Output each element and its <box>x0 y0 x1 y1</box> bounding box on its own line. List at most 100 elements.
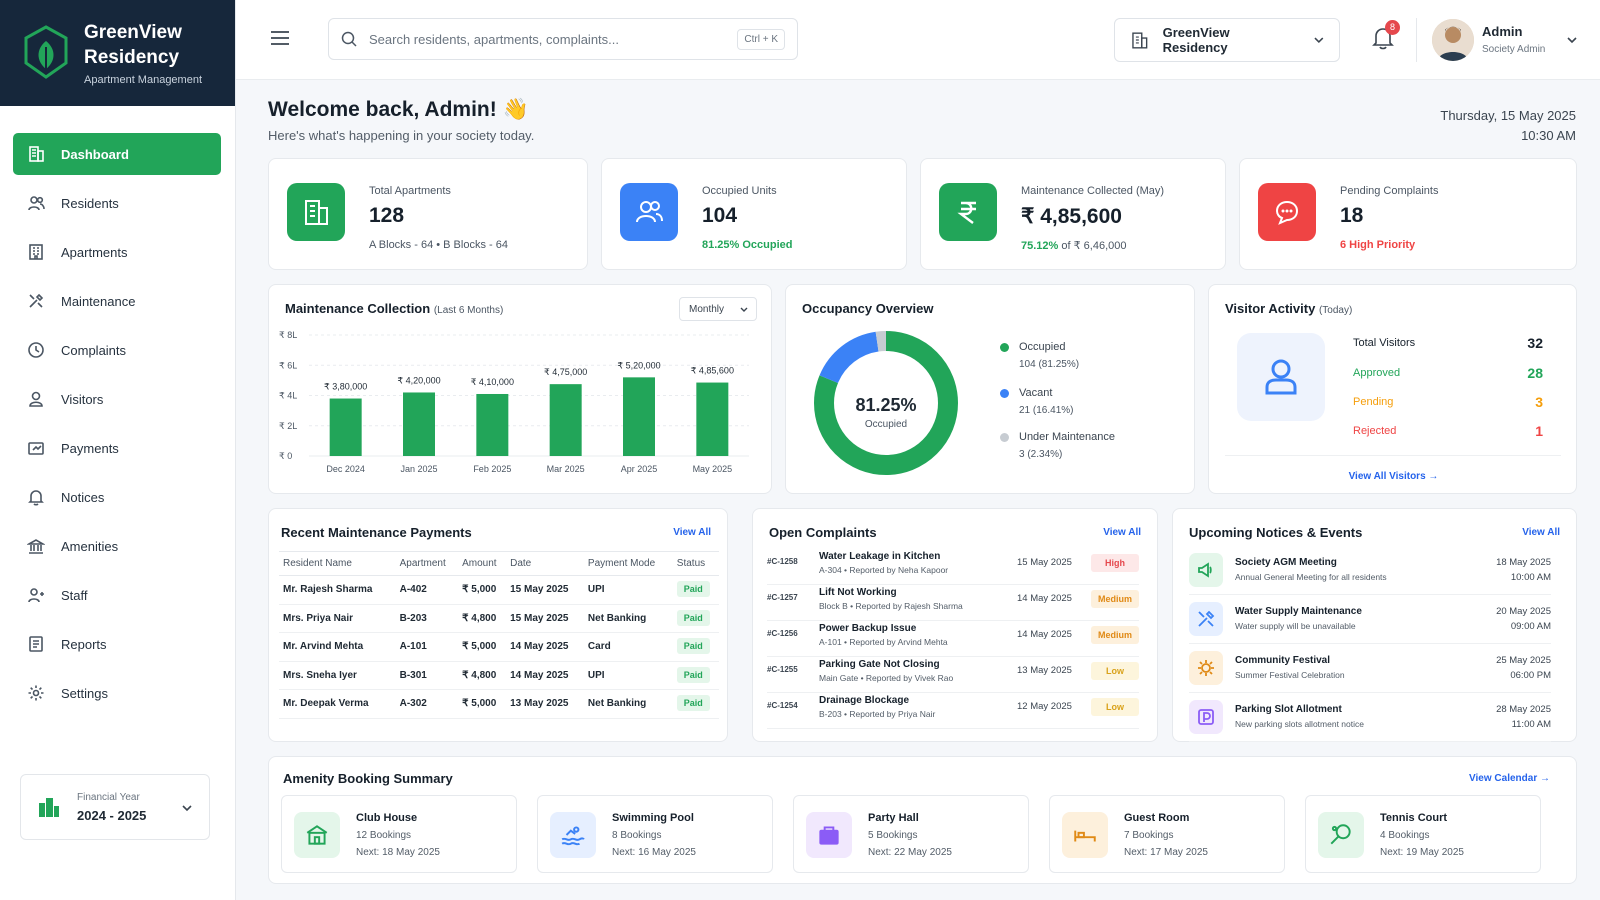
parking-icon <box>1189 700 1223 734</box>
divider <box>1416 18 1417 62</box>
table-row[interactable]: Mr. Arvind Mehta A-101 ₹ 5,000 14 May 2025 C… <box>279 632 719 662</box>
notices-view-all-link[interactable]: View All <box>1522 527 1560 538</box>
sidebar-item-complaints[interactable]: Complaints <box>13 329 221 371</box>
tools-icon <box>1189 602 1223 636</box>
amenity-tennis-court[interactable]: Tennis Court 4 Bookings Next: 19 May 2025 <box>1305 795 1541 873</box>
list-item[interactable]: Water Supply Maintenance Water supply wil… <box>1189 594 1551 644</box>
stat-card-pending-complaints[interactable]: Pending Complaints 18 6 High Priority <box>1239 158 1577 270</box>
table-cell: 14 May 2025 <box>506 632 584 662</box>
table-row[interactable]: Mr. Deepak Verma A-302 ₹ 5,000 13 May 2025 N… <box>279 689 719 719</box>
amenity-next: Next: 17 May 2025 <box>1124 847 1208 858</box>
brand-header[interactable]: GreenView Residency Apartment Management <box>0 0 235 106</box>
sidebar-item-dashboard[interactable]: Dashboard <box>13 133 221 175</box>
sidebar-item-notices[interactable]: Notices <box>13 476 221 518</box>
amenity-guest-room[interactable]: Guest Room 7 Bookings Next: 17 May 2025 <box>1049 795 1285 873</box>
brand-title-2: Residency <box>84 47 180 68</box>
table-row[interactable]: Mrs. Priya Nair B-203 ₹ 4,800 15 May 2025 Ne… <box>279 604 719 633</box>
period-select[interactable]: Monthly <box>679 297 757 321</box>
amenity-party-hall[interactable]: Party Hall 5 Bookings Next: 22 May 2025 <box>793 795 1029 873</box>
bar-mar-2025[interactable] <box>549 384 582 456</box>
x-tick-label: Mar 2025 <box>547 464 585 474</box>
megaphone-icon <box>1189 553 1223 587</box>
status-badge: Paid <box>676 638 710 655</box>
table-cell: Paid <box>672 575 719 605</box>
amenity-name: Club House <box>356 812 418 824</box>
notice-date: 25 May 2025 <box>1496 655 1551 666</box>
x-tick-label: Dec 2024 <box>326 464 365 474</box>
sidebar-item-residents[interactable]: Residents <box>13 182 221 224</box>
bar-apr-2025[interactable] <box>623 377 655 456</box>
notice-sub: Summer Festival Celebration <box>1235 670 1345 680</box>
sidebar-item-visitors[interactable]: Visitors <box>13 378 221 420</box>
col-mode: Payment Mode <box>583 551 673 576</box>
notice-sub: Annual General Meeting for all residents <box>1235 572 1387 582</box>
card-title: Maintenance Collection (Last 6 Months) <box>285 301 503 316</box>
notice-sub: New parking slots allotment notice <box>1235 719 1364 729</box>
hamburger-menu-icon[interactable] <box>270 30 290 46</box>
amenity-booking-card: Amenity Booking Summary View Calendar → … <box>268 756 1577 884</box>
stat-value: ₹ 4,85,600 <box>1021 205 1122 228</box>
sidebar-item-amenities[interactable]: Amenities <box>13 525 221 567</box>
sidebar-item-staff[interactable]: Staff <box>13 574 221 616</box>
city-icon <box>39 798 59 817</box>
list-item[interactable]: Community Festival Summer Festival Celebr… <box>1189 643 1551 693</box>
complaint-id: #C-1254 <box>767 701 798 710</box>
page-title: Welcome back, Admin! 👋 <box>268 98 529 121</box>
visitor-row-rejected: Rejected 1 <box>1353 423 1543 439</box>
payments-view-all-link[interactable]: View All <box>673 527 711 538</box>
brand-subtitle: Apartment Management <box>84 74 203 86</box>
brand-title-1: GreenView <box>84 22 182 43</box>
period-select-value: Monthly <box>689 304 725 315</box>
stat-title: Pending Complaints <box>1340 185 1439 197</box>
stat-card-total-apartments[interactable]: Total Apartments 128 A Blocks - 64 • B B… <box>268 158 588 270</box>
view-calendar-link[interactable]: View Calendar → <box>1469 773 1550 784</box>
sidebar-item-apartments[interactable]: Apartments <box>13 231 221 273</box>
sidebar-item-maintenance[interactable]: Maintenance <box>13 280 221 322</box>
sidebar-item-label: Settings <box>61 685 108 701</box>
bar-jan-2025[interactable] <box>403 392 435 456</box>
donut-slice-under-maintenance[interactable] <box>814 331 958 475</box>
complaint-sub: B-203 • Reported by Priya Nair <box>819 709 936 719</box>
list-item[interactable]: Parking Slot Allotment New parking slots … <box>1189 692 1551 742</box>
list-item[interactable]: #C-1258 Water Leakage in Kitchen A-304 • R… <box>767 549 1139 585</box>
visitor-count: 3 <box>1535 394 1543 410</box>
table-row[interactable]: Mr. Rajesh Sharma A-402 ₹ 5,000 15 May 2025… <box>279 575 719 605</box>
sidebar-item-settings[interactable]: Settings <box>13 672 221 714</box>
table-cell: A-402 <box>395 575 459 605</box>
bar-value-label: ₹ 4,10,000 <box>471 377 514 387</box>
list-item[interactable]: #C-1254 Drainage Blockage B-203 • Reported… <box>767 693 1139 729</box>
complaint-sub: Block B • Reported by Rajesh Sharma <box>819 601 963 611</box>
search-input[interactable]: Search residents, apartments, complaints… <box>328 18 798 60</box>
stat-card-occupied-units[interactable]: Occupied Units 104 81.25% Occupied <box>601 158 907 270</box>
notification-bell-icon[interactable] <box>1372 26 1394 50</box>
chevron-down-icon[interactable] <box>1566 34 1578 46</box>
bar-dec-2024[interactable] <box>329 398 362 456</box>
bar-may-2025[interactable] <box>696 382 729 456</box>
table-cell: ₹ 5,000 <box>458 575 507 605</box>
clock-icon <box>28 342 44 358</box>
pool-icon <box>550 812 596 858</box>
list-item[interactable]: #C-1257 Lift Not Working Block B • Reporte… <box>767 585 1139 621</box>
amenity-swimming-pool[interactable]: Swimming Pool 8 Bookings Next: 16 May 2025 <box>537 795 773 873</box>
list-item[interactable]: Society AGM Meeting Annual General Meetin… <box>1189 545 1551 595</box>
list-item[interactable]: #C-1256 Power Backup Issue A-101 • Reporte… <box>767 621 1139 657</box>
complaints-view-all-link[interactable]: View All <box>1103 527 1141 538</box>
visitor-label: Total Visitors <box>1353 337 1416 349</box>
complaint-date: 12 May 2025 <box>1017 701 1072 712</box>
avatar[interactable] <box>1432 19 1474 61</box>
visitor-count: 28 <box>1527 365 1543 381</box>
property-select[interactable]: GreenView Residency <box>1114 18 1340 62</box>
notice-date: 18 May 2025 <box>1496 557 1551 568</box>
amenity-club-house[interactable]: Club House 12 Bookings Next: 18 May 2025 <box>281 795 517 873</box>
view-all-visitors-link[interactable]: View All Visitors → <box>1348 471 1439 482</box>
table-row[interactable]: Mrs. Sneha Iyer B-301 ₹ 4,800 14 May 2025 UP… <box>279 661 719 690</box>
list-item[interactable]: #C-1255 Parking Gate Not Closing Main Gate… <box>767 657 1139 693</box>
stat-card-maintenance-collected[interactable]: Maintenance Collected (May) ₹ 4,85,600 7… <box>920 158 1226 270</box>
table-cell: A-302 <box>395 689 459 719</box>
sidebar-item-payments[interactable]: Payments <box>13 427 221 469</box>
bar-feb-2025[interactable] <box>476 393 509 456</box>
legend-detail: 21 (16.41%) <box>1019 405 1074 416</box>
financial-year-select[interactable]: Financial Year 2024 - 2025 <box>20 774 210 840</box>
sidebar-item-reports[interactable]: Reports <box>13 623 221 665</box>
notice-title: Water Supply Maintenance <box>1235 606 1362 617</box>
